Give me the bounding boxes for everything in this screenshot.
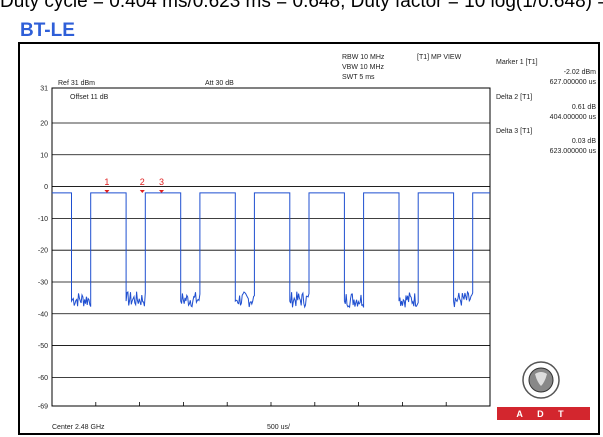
vbw-label: VBW 10 MHz — [342, 64, 385, 71]
marker-2-symbol — [139, 189, 145, 193]
y-tick-label: -50 — [38, 343, 48, 350]
logo-badge-bar — [497, 407, 590, 420]
y-tick-label: 10 — [40, 152, 48, 159]
spectrum-plot: 31 20 10 0 -10 -20 -30 -40 -50 -60 -69 1 2 3 RBW 10 … — [38, 54, 597, 431]
marker-1-symbol — [104, 189, 110, 193]
y-tick-label: 31 — [40, 86, 48, 93]
delta2-time: 404.000000 us — [550, 114, 597, 121]
y-tick-label: -30 — [38, 279, 48, 286]
y-tick-label: -60 — [38, 375, 48, 382]
span-label: 500 us/ — [267, 424, 290, 431]
analyzer-screenshot: 31 20 10 0 -10 -20 -30 -40 -50 -60 -69 1 2 3 RBW 10 … — [18, 42, 600, 435]
delta3-time: 623.000000 us — [550, 148, 597, 155]
y-tick-labels: 31 20 10 0 -10 -20 -30 -40 -50 -60 -69 — [38, 86, 48, 411]
section-label-bar: BT-LE — [18, 20, 600, 42]
delta2-name: Delta 2 [T1] — [496, 94, 532, 101]
y-tick-label: -20 — [38, 248, 48, 255]
marker-3-label: 3 — [159, 177, 164, 187]
logo-figure-icon — [535, 372, 547, 386]
attenuation-label: Att 30 dB — [205, 80, 234, 87]
certification-logo: A D T — [497, 361, 590, 420]
delta2-value: 0.61 dB — [572, 104, 596, 111]
y-tick-label: -69 — [38, 404, 48, 411]
center-freq-label: Center 2.48 GHz — [52, 424, 105, 431]
logo-badge-text: A D T — [516, 409, 569, 419]
y-tick-label: -10 — [38, 216, 48, 223]
marker-group: 1 2 3 — [104, 177, 164, 193]
offset-label: Offset 11 dB — [70, 94, 109, 101]
delta3-name: Delta 3 [T1] — [496, 128, 532, 135]
marker-3-symbol — [159, 189, 164, 193]
marker1-value: -2.02 dBm — [564, 69, 596, 76]
swt-label: SWT 5 ms — [342, 74, 375, 81]
x-tick-marks — [95, 402, 447, 406]
rbw-label: RBW 10 MHz — [342, 54, 385, 61]
ref-level-label: Ref 31 dBm — [58, 80, 95, 87]
y-tick-label: 20 — [40, 120, 48, 127]
plot-border — [51, 87, 491, 407]
plot-grid — [51, 87, 491, 407]
mode-label: [T1] MP VIEW — [417, 54, 462, 61]
delta3-value: 0.03 dB — [572, 138, 596, 145]
y-tick-label: -40 — [38, 311, 48, 318]
y-tick-label: 0 — [44, 184, 48, 191]
marker-1-label: 1 — [104, 177, 109, 187]
caption-text: Duty cycle = 0.404 ms/0.623 ms = 0.648, … — [0, 0, 603, 12]
power-trace-line — [52, 192, 490, 309]
section-label: BT-LE — [20, 20, 75, 41]
marker-2-label: 2 — [140, 177, 145, 187]
marker1-time: 627.000000 us — [550, 79, 597, 86]
marker1-name: Marker 1 [T1] — [496, 59, 538, 66]
